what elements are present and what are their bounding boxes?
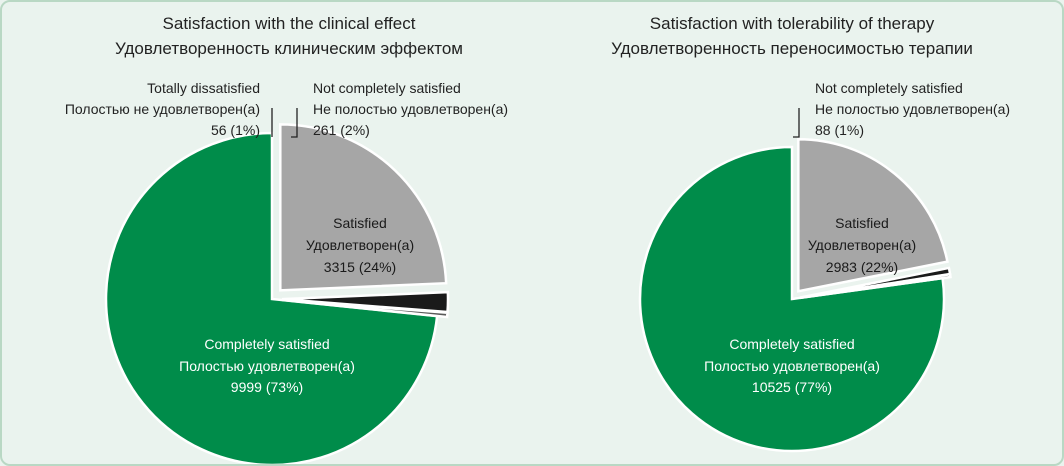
slice-label-ru: Полостью удовлетворен(а) (704, 358, 880, 374)
chart-subtitle: Удовлетворенность клиническим эффектом (115, 39, 463, 58)
slice-value-label: 56 (1%) (211, 122, 260, 138)
slice-label-ru: Удовлетворен(а) (808, 237, 916, 253)
slice-label-en: Completely satisfied (204, 336, 329, 352)
pie-slice-satisfied (279, 123, 448, 292)
slice-value-label: 2983 (22%) (826, 259, 898, 275)
slice-label-en: Totally dissatisfied (147, 80, 260, 96)
slice-label-ru: Полостью удовлетворен(а) (179, 358, 355, 374)
slice-value-label: 10525 (77%) (752, 379, 832, 395)
pie-slice-totally-dissatisfied (799, 272, 952, 300)
slice-label-ru: Удовлетворен(а) (306, 237, 414, 253)
slice-value-label: 3315 (24%) (324, 259, 396, 275)
slice-value-label: 9999 (73%) (231, 379, 303, 395)
slice-label-en: Satisfied (835, 215, 889, 231)
chart-title: Satisfaction with the clinical effect (163, 14, 416, 33)
slice-value-label: 88 (1%) (815, 122, 864, 138)
chart-subtitle: Удовлетворенность переносимостью терапии (611, 39, 973, 58)
chart-title: Satisfaction with tolerability of therap… (650, 14, 935, 33)
slice-value-label: 261 (2%) (313, 122, 370, 138)
slice-label-en: Not completely satisfied (815, 80, 963, 96)
leader-line (291, 108, 298, 138)
slice-label-ru: Полостью не удовлетворен(а) (65, 101, 260, 117)
slice-label-en: Satisfied (333, 215, 387, 231)
pie-slice-totally-dissatisfied (281, 298, 449, 319)
pie-chart-2 (638, 108, 952, 453)
pie-chart-1 (104, 108, 450, 464)
pie-slice-completely-satisfied (638, 145, 946, 453)
pie-slice-completely-satisfied (104, 131, 439, 464)
slice-label-en: Not completely satisfied (313, 80, 461, 96)
slice-label-en: Completely satisfied (729, 336, 854, 352)
slice-label-ru: Не полостью удовлетворен(а) (313, 101, 508, 117)
slice-label-ru: Не полостью удовлетворен(а) (815, 101, 1010, 117)
pie-slice-satisfied (797, 138, 949, 293)
leader-line (793, 108, 800, 138)
